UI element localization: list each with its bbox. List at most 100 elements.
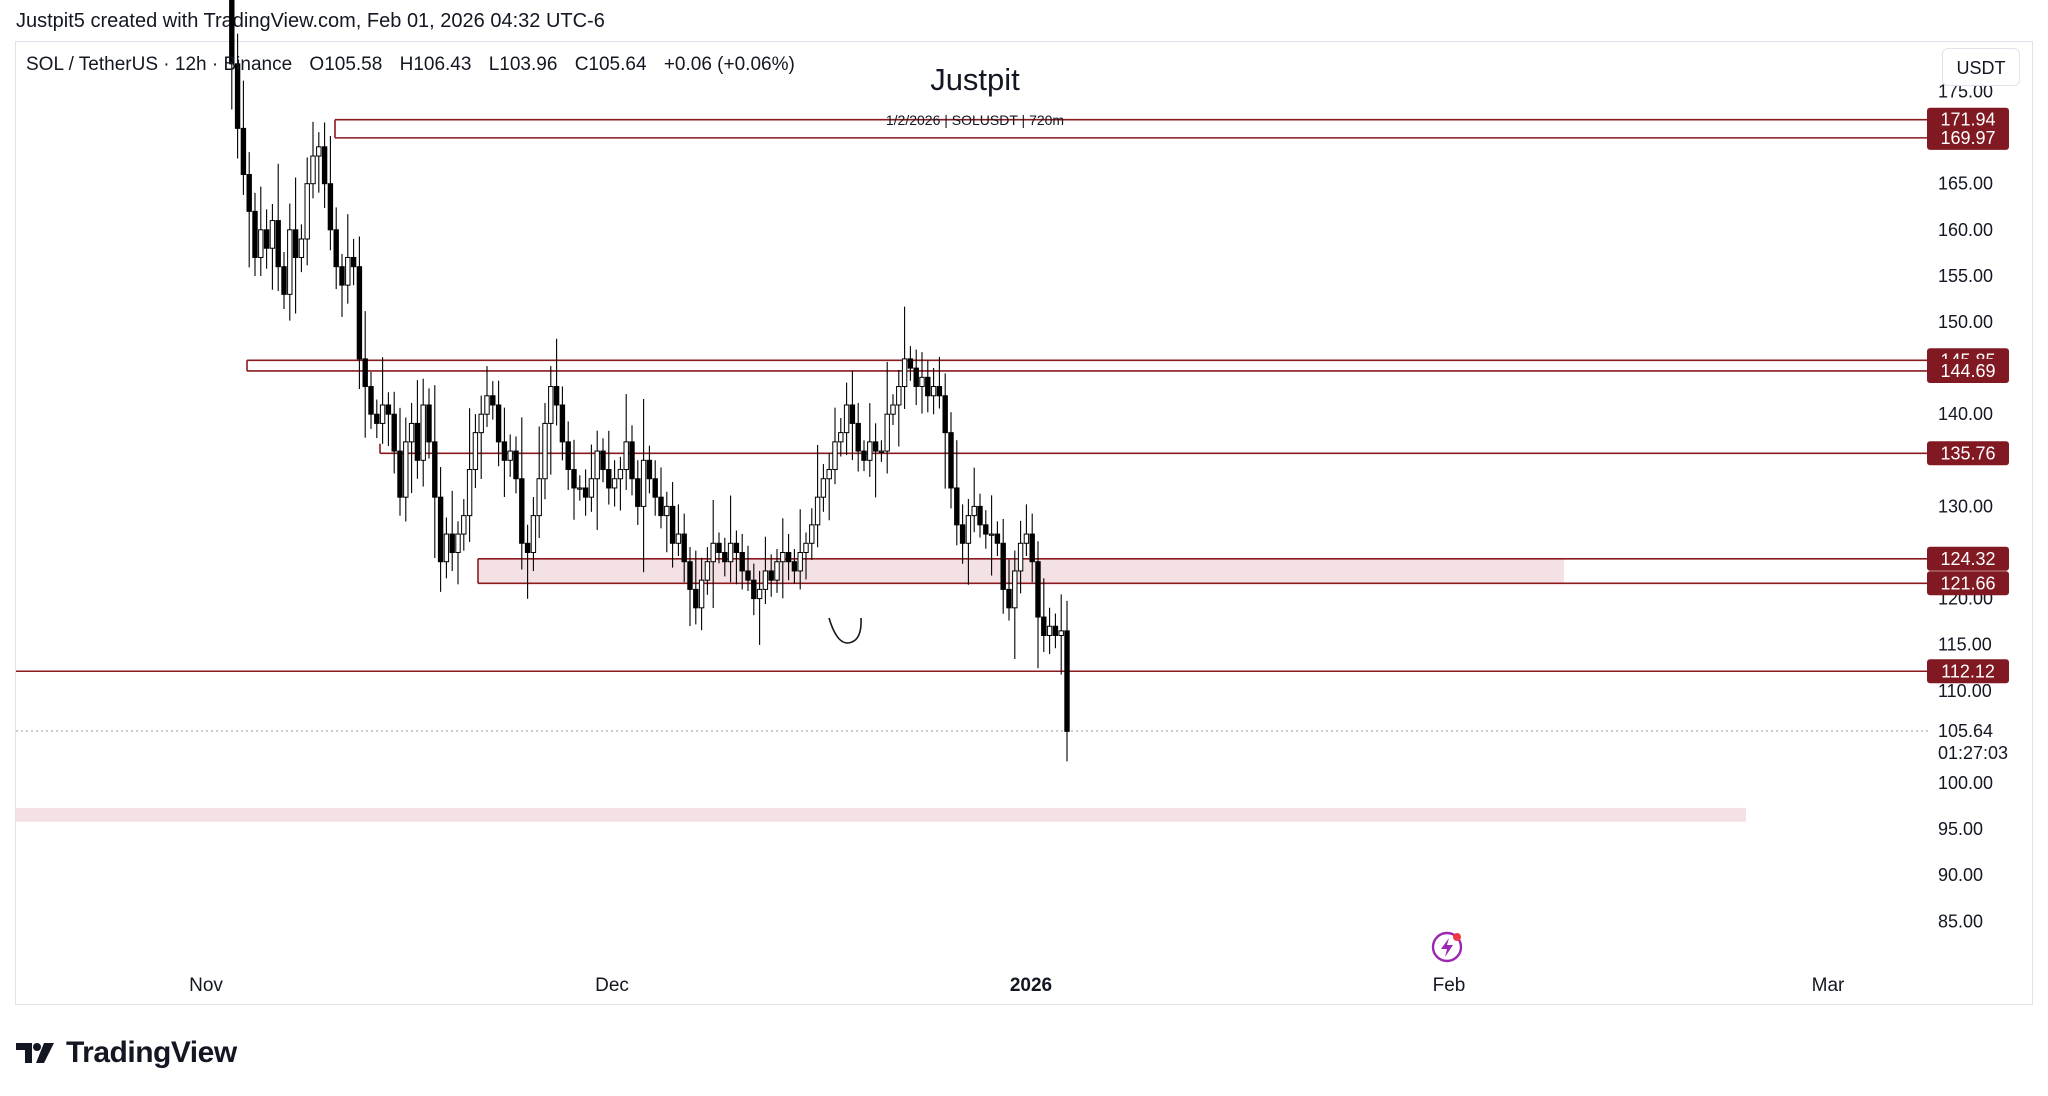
chart-title: Justpit — [930, 62, 1020, 97]
candle-body — [1006, 588, 1012, 609]
candle-body — [780, 552, 786, 563]
time-axis-label: Dec — [595, 975, 629, 996]
candle-body — [687, 561, 693, 590]
candle-body — [553, 386, 560, 406]
candle-body — [948, 432, 954, 489]
candle-body — [803, 542, 809, 554]
candle-body — [675, 533, 682, 544]
candle-body — [820, 478, 827, 498]
candle-body — [455, 533, 461, 553]
candle-body — [577, 487, 583, 490]
candle-body — [229, 0, 235, 65]
level-price-tag — [1927, 441, 2009, 466]
price-tick-label: 155.00 — [1938, 266, 1993, 286]
candle-body — [356, 266, 363, 360]
candle-body — [785, 552, 792, 563]
candle-body — [664, 505, 670, 517]
candle-body — [1023, 533, 1030, 544]
candle-body — [1052, 625, 1059, 636]
candle-body — [1017, 542, 1024, 572]
candle-body — [281, 266, 287, 295]
candle-body — [727, 542, 734, 563]
candle-body — [756, 588, 763, 600]
candle-body — [350, 256, 357, 268]
flash-icon[interactable] — [1430, 930, 1464, 964]
candle-body — [826, 469, 832, 480]
candle-body — [571, 469, 577, 489]
candle-body — [704, 561, 711, 581]
candle-body — [1064, 630, 1070, 732]
candle-body — [542, 422, 548, 480]
candle-body — [849, 404, 856, 424]
candle-body — [768, 570, 774, 581]
candle-body — [495, 404, 502, 443]
candle-body — [942, 395, 948, 434]
candle-body — [646, 459, 653, 480]
tradingview-logo[interactable]: TradingView — [16, 1036, 237, 1070]
candle-body — [878, 450, 885, 453]
candle-body — [1046, 625, 1053, 636]
candle-body — [994, 533, 1001, 544]
level-price-text: 144.69 — [1940, 361, 1995, 381]
legend-close: C105.64 — [574, 54, 647, 75]
candle-body — [484, 395, 490, 415]
candle-body — [559, 404, 566, 443]
price-tick-label: 95.00 — [1938, 819, 1983, 839]
candle-body — [472, 432, 479, 471]
time-axis-label: Mar — [1812, 975, 1845, 996]
candle-body — [832, 441, 838, 471]
price-tick-label: 175.00 — [1938, 82, 1993, 102]
candle-body — [536, 478, 542, 517]
candle-body — [263, 229, 270, 249]
candle-body — [478, 413, 484, 434]
level-price-text: 171.94 — [1940, 110, 1995, 130]
candle-body — [379, 404, 386, 424]
candle-body — [333, 229, 339, 268]
candle-body — [310, 155, 316, 185]
candle-body — [930, 386, 937, 397]
countdown-label: 01:27:03 — [1938, 743, 2008, 763]
candle-body — [403, 441, 409, 498]
candle-body — [519, 478, 525, 544]
level-price-tag — [1927, 659, 2009, 684]
candle-body — [374, 413, 380, 424]
candle-body — [983, 524, 989, 535]
candle-body — [461, 515, 467, 535]
level-price-tag — [1927, 546, 2009, 571]
candle-body — [466, 469, 473, 517]
candle-body — [739, 552, 745, 572]
candle-body — [1029, 533, 1035, 563]
currency-button[interactable]: USDT — [1942, 48, 2020, 86]
candle-body — [907, 358, 914, 369]
candle-body — [1041, 616, 1047, 636]
candle-body — [252, 210, 258, 258]
candle-body — [669, 505, 676, 544]
candle-body — [629, 441, 635, 480]
last-price-label: 105.64 — [1938, 721, 1993, 741]
candle-body — [913, 367, 919, 388]
support-zone — [16, 807, 1746, 822]
chart-caption: Justpit5 created with TradingView.com, F… — [16, 10, 605, 32]
candle-body — [988, 533, 995, 536]
candle-body — [855, 422, 861, 452]
candle-body — [936, 386, 943, 397]
candle-body — [292, 229, 299, 258]
candle-body — [414, 422, 421, 461]
candle-body — [385, 404, 392, 415]
drawn-arc-annotation — [828, 617, 862, 644]
candle-body — [896, 386, 902, 406]
candle-body — [774, 561, 780, 581]
candle-body — [234, 63, 241, 129]
level-price-tag — [1927, 358, 2009, 383]
price-tick-label: 85.00 — [1938, 911, 1983, 931]
price-tick-label: 90.00 — [1938, 865, 1983, 885]
candle-body — [432, 441, 438, 498]
candle-body — [617, 469, 624, 480]
legend-symbol[interactable]: SOL / TetherUS · 12h · Binance — [26, 54, 293, 75]
candle-body — [321, 146, 328, 185]
candle-body — [635, 478, 641, 507]
candle-body — [791, 561, 798, 572]
candle-body — [258, 229, 264, 258]
candle-body — [623, 441, 629, 471]
